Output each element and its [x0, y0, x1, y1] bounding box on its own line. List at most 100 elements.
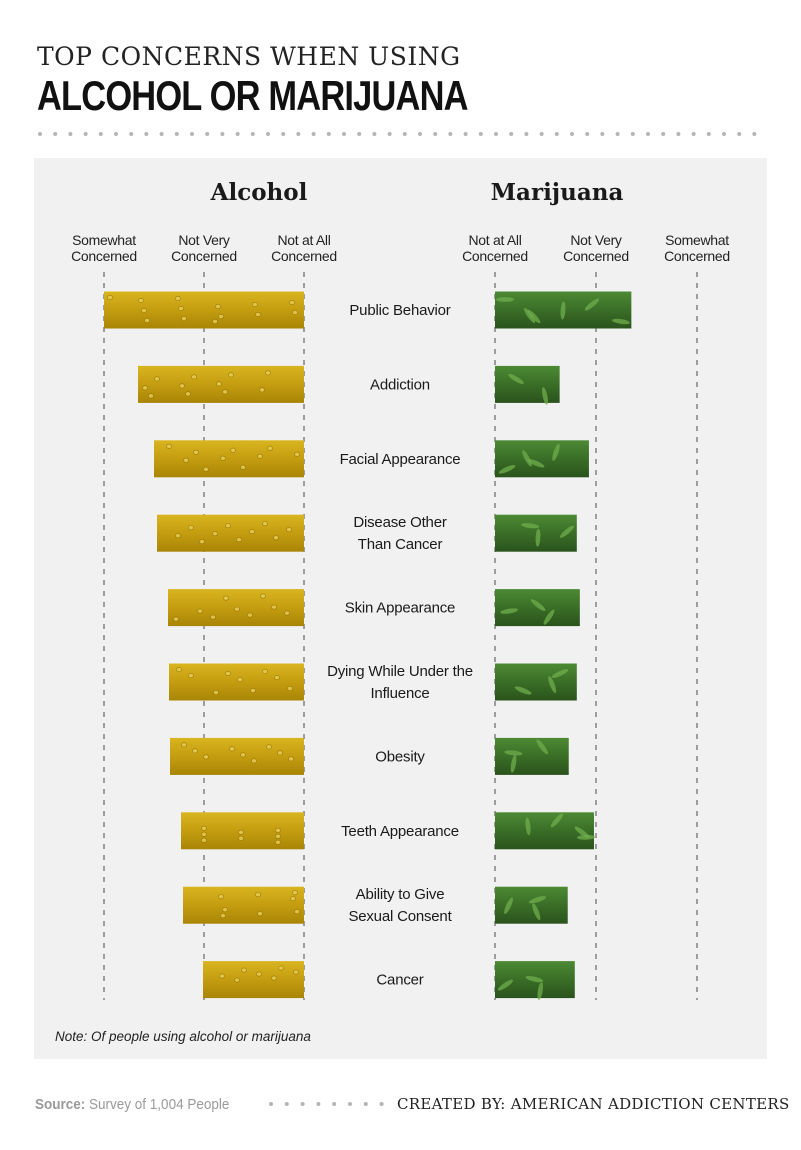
category-label: Teeth Appearance [341, 823, 459, 840]
alcohol-bar-droplet [138, 297, 144, 303]
marijuana-scale-tick-label: Somewhat Concerned [664, 232, 730, 264]
alcohol-bar-droplet [148, 393, 154, 399]
alcohol-bar-droplet [178, 305, 184, 311]
alcohol-bar-droplet [201, 825, 207, 831]
alcohol-bar-droplet [294, 909, 300, 915]
alcohol-bar-droplet [257, 453, 263, 459]
divider-dot [174, 132, 179, 136]
alcohol-bar-droplet [247, 612, 253, 618]
alcohol-bar-droplet [286, 527, 292, 533]
divider-dot [38, 132, 42, 136]
divider-dot [463, 132, 468, 136]
source-label: Source: [35, 1096, 86, 1113]
source-text: Survey of 1,004 People [85, 1096, 230, 1113]
alcohol-bar-droplet [176, 666, 182, 672]
divider-dot [144, 132, 149, 136]
alcohol-bar-droplet [223, 595, 229, 601]
alcohol-bar-droplet [212, 531, 218, 537]
alcohol-bar-droplet [273, 535, 279, 541]
category-label: Disease Other Than Cancer [353, 514, 446, 553]
marijuana-bar-leaf [550, 813, 564, 828]
marijuana-bar-leaf [527, 459, 545, 468]
marijuana-bar-leaf [525, 817, 531, 836]
divider-dot [737, 132, 742, 136]
divider-dot [691, 132, 696, 136]
alcohol-bar-droplet [238, 835, 244, 841]
divider-dot [284, 1102, 289, 1106]
marijuana-bar-leaf [504, 750, 523, 756]
alcohol-bar-droplet [292, 890, 298, 896]
alcohol-series-label: Alcohol [210, 179, 308, 206]
divider-dot [98, 132, 103, 136]
alcohol-bar-droplet [259, 387, 265, 393]
marijuana-bar-leaf [535, 528, 541, 547]
alcohol-bar-droplet [173, 616, 179, 622]
alcohol-bar-droplet [179, 383, 185, 389]
marijuana-bar-leaf [497, 979, 514, 991]
alcohol-scale-tick-label: Not at All Concerned [271, 232, 337, 264]
alcohol-scale-tick-label: Not Very Concerned [171, 232, 237, 264]
divider-dot [311, 132, 316, 136]
divider-dot [281, 132, 286, 136]
alcohol-bar-droplet [175, 533, 181, 539]
divider-dot [379, 1102, 384, 1106]
alcohol-bar-droplet [107, 294, 113, 300]
alcohol-bar-droplet [288, 756, 294, 762]
divider-dot [357, 132, 362, 136]
alcohol-bar-droplet [203, 754, 209, 760]
marijuana-bar-leaf [551, 669, 569, 678]
divider-dot [600, 132, 605, 136]
divider-dot [53, 132, 58, 136]
marijuana-bar-leaf [522, 450, 532, 467]
alcohol-bar-droplet [222, 907, 228, 913]
created-by-credit: CREATED BY: AMERICAN ADDICTION CENTERS [397, 1095, 790, 1113]
alcohol-bar-droplet [225, 523, 231, 529]
divider-dot [372, 132, 377, 136]
divider-dot [630, 132, 635, 136]
marijuana-bar-leaf [532, 903, 541, 921]
divider-dot [676, 132, 681, 136]
source-note: Source: Survey of 1,004 People [35, 1096, 229, 1113]
divider-dot [418, 132, 422, 136]
alcohol-bar-droplet [197, 608, 203, 614]
alcohol-bar-droplet [225, 670, 231, 676]
alcohol-bar-droplet [274, 674, 280, 680]
divider-dot [316, 1102, 321, 1106]
divider-dot [706, 132, 711, 136]
divider-dot [296, 132, 301, 136]
footer-dotted-divider [269, 1102, 384, 1106]
marijuana-bar-leaf [525, 976, 544, 983]
marijuana-scale-tick-label: Not Very Concerned [563, 232, 629, 264]
alcohol-bar-droplet [262, 521, 268, 527]
divider-dot [585, 132, 590, 136]
marijuana-bar [495, 440, 589, 478]
alcohol-bar [104, 291, 304, 329]
divider-dot [661, 132, 666, 136]
alcohol-bar-droplet [175, 295, 181, 301]
divider-dot [342, 132, 346, 136]
alcohol-bar-droplet [154, 376, 160, 382]
alcohol-bar [169, 663, 304, 701]
alcohol-bar-droplet [252, 301, 258, 307]
marijuana-bar-leaf [577, 834, 596, 840]
alcohol-bar-droplet [260, 593, 266, 599]
alcohol-bar-droplet [271, 975, 277, 981]
marijuana-series-label: Marijuana [491, 179, 624, 206]
divider-dot [266, 132, 270, 136]
alcohol-bar-droplet [183, 457, 189, 463]
marijuana-bar [495, 365, 560, 403]
alcohol-bar-droplet [229, 746, 235, 752]
alcohol-bar-droplet [142, 385, 148, 391]
alcohol-bar-droplet [241, 967, 247, 973]
divider-dot [509, 132, 514, 136]
category-label: Facial Appearance [340, 451, 461, 468]
alcohol-bar-droplet [193, 449, 199, 455]
divider-dot [114, 132, 118, 136]
alcohol-bar-droplet [256, 971, 262, 977]
divider-dot [205, 132, 210, 136]
divider-dot [478, 132, 483, 136]
divider-dot [363, 1102, 368, 1106]
divider-dot [269, 1102, 273, 1106]
alcohol-bar-droplet [212, 318, 218, 324]
alcohol-bar-droplet [228, 372, 234, 378]
